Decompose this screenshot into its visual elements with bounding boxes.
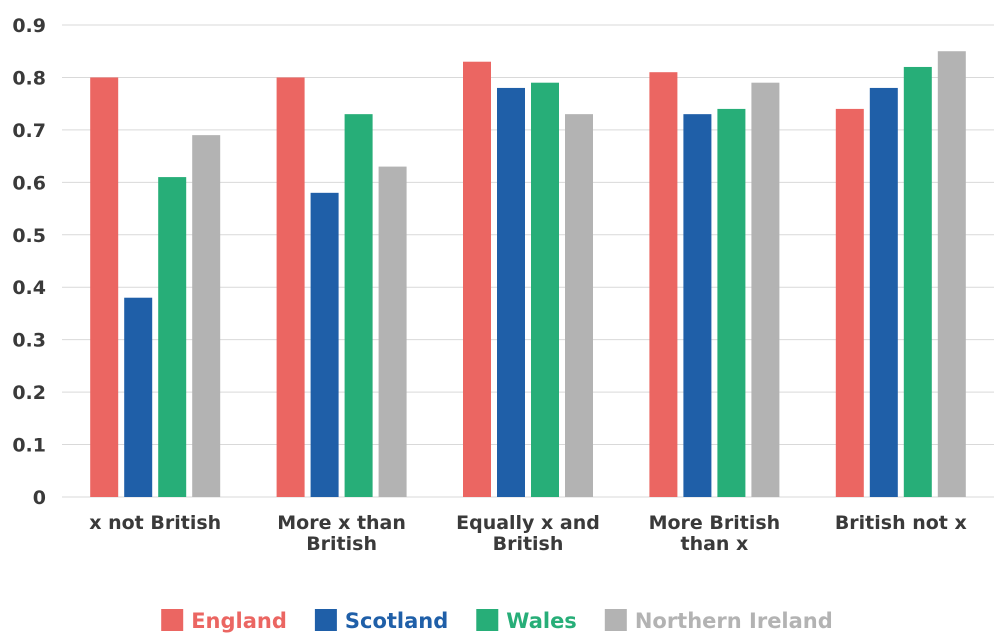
x-category-line: Equally x and	[456, 512, 600, 534]
legend-swatch	[161, 609, 184, 631]
y-tick-label: 0	[33, 487, 46, 509]
x-category-line: British	[306, 533, 377, 555]
bar-scotland	[869, 87, 898, 497]
bar-scotland	[497, 87, 525, 497]
y-tick-label: 0.1	[12, 435, 46, 457]
x-category-line: British not x	[835, 512, 967, 534]
x-category-label: More x than British	[277, 512, 406, 555]
bar-northern-ireland	[192, 135, 221, 497]
bar-england	[649, 72, 678, 497]
x-category-label: British not x	[835, 512, 967, 534]
x-category-line: than x	[680, 533, 748, 555]
y-tick-label: 0.3	[12, 330, 46, 352]
bar-england	[463, 61, 491, 497]
x-category-line: British	[493, 533, 564, 555]
y-tick-label: 0.9	[12, 15, 46, 37]
legend-item: Northern Ireland	[604, 609, 833, 633]
legend-label: England	[191, 609, 287, 633]
x-category-line: More x than	[277, 512, 406, 534]
bar-wales	[344, 114, 373, 498]
y-axis-ticks: 0 0.1 0.2 0.3 0.4 0.5 0.6 0.7 0.8 0.9	[12, 15, 46, 509]
y-tick-label: 0.7	[12, 120, 46, 142]
bar-scotland	[310, 192, 339, 498]
y-tick-label: 0.6	[12, 172, 46, 194]
legend-item: England	[161, 609, 287, 633]
legend: England Scotland Wales Northern Ireland	[161, 609, 833, 633]
bar-wales	[717, 108, 746, 498]
x-category-label: More British than x	[649, 512, 781, 555]
legend-label: Scotland	[345, 609, 448, 633]
legend-swatch	[314, 609, 337, 631]
bar-scotland	[124, 297, 153, 497]
bar-northern-ireland	[751, 82, 780, 497]
bar-wales	[158, 177, 187, 498]
legend-item: Wales	[476, 609, 577, 633]
bars	[90, 51, 966, 498]
bar-england	[90, 77, 119, 497]
legend-item: Scotland	[314, 609, 448, 633]
x-category-label: x not British	[89, 512, 221, 534]
y-tick-label: 0.5	[12, 225, 46, 247]
bar-northern-ireland	[565, 114, 593, 498]
x-category-line: x not British	[89, 512, 221, 534]
bar-northern-ireland	[378, 166, 407, 497]
bar-england	[276, 77, 305, 497]
x-category-line: More British	[649, 512, 781, 534]
bar-wales	[531, 82, 559, 497]
y-tick-label: 0.4	[12, 277, 46, 299]
bar-england	[835, 108, 864, 498]
x-category-label: Equally x and British	[456, 512, 600, 555]
y-tick-label: 0.2	[12, 382, 46, 404]
legend-label: Wales	[506, 609, 577, 633]
legend-label: Northern Ireland	[635, 609, 833, 633]
legend-swatch	[476, 609, 499, 631]
legend-swatch	[604, 609, 627, 631]
bar-scotland	[683, 114, 712, 498]
bar-northern-ireland	[937, 51, 966, 497]
bar-wales	[903, 66, 932, 497]
y-tick-label: 0.8	[12, 67, 46, 89]
